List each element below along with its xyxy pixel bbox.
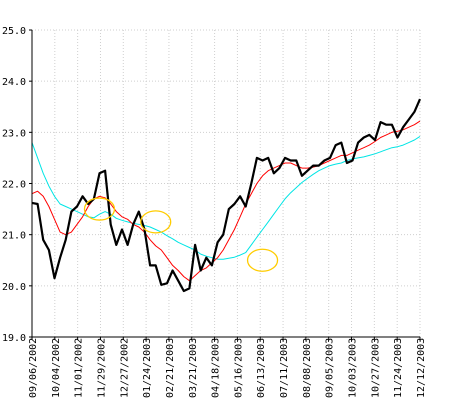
marker-layer [83,197,279,272]
crossover-marker [140,210,172,234]
x-tick-label: 09/06/2002 [28,338,39,398]
x-tick-label: 10/27/2003 [370,338,381,398]
x-tick-label: 01/24/2003 [142,338,153,398]
x-tick-label: 09/05/2003 [325,338,336,398]
x-tick-label: 08/08/2003 [302,338,313,398]
x-tick-label: 05/16/2003 [233,338,244,398]
x-tick-label: 10/03/2003 [348,338,359,398]
x-tick-label: 11/01/2002 [74,338,85,398]
y-tick-label: 23.0 [2,128,26,139]
crossover-marker [83,197,116,221]
x-tick-label: 11/24/2003 [393,338,404,398]
y-tick-label: 22.0 [2,180,26,191]
y-tick-label: 19.0 [2,333,26,344]
series-line-2 [31,135,421,260]
x-tick-label: 12/27/2002 [119,338,130,398]
x-tick-label: 07/11/2003 [279,338,290,398]
y-tick-label: 24.0 [2,77,26,88]
x-tick-label: 10/04/2002 [51,338,62,398]
x-tick-label: 04/18/2003 [211,338,222,398]
crossover-marker [246,248,279,272]
axis-layer: 19.0 20.0 21.0 22.0 23.0 24.0 25.0 09/06/2002 10… [2,26,427,398]
x-tick-label: 06/13/2003 [256,338,267,398]
y-tick-label: 25.0 [2,26,26,37]
x-tick-label: 11/29/2002 [96,338,107,398]
x-tick-label: 03/21/2003 [188,338,199,398]
x-tick-label: 02/21/2003 [165,338,176,398]
series-layer [31,98,422,293]
series-line-0 [31,98,422,293]
grid-layer [31,29,421,338]
y-tick-label: 20.0 [2,282,26,293]
x-tick-label: 12/12/2003 [416,338,427,398]
y-tick-label: 21.0 [2,231,26,242]
